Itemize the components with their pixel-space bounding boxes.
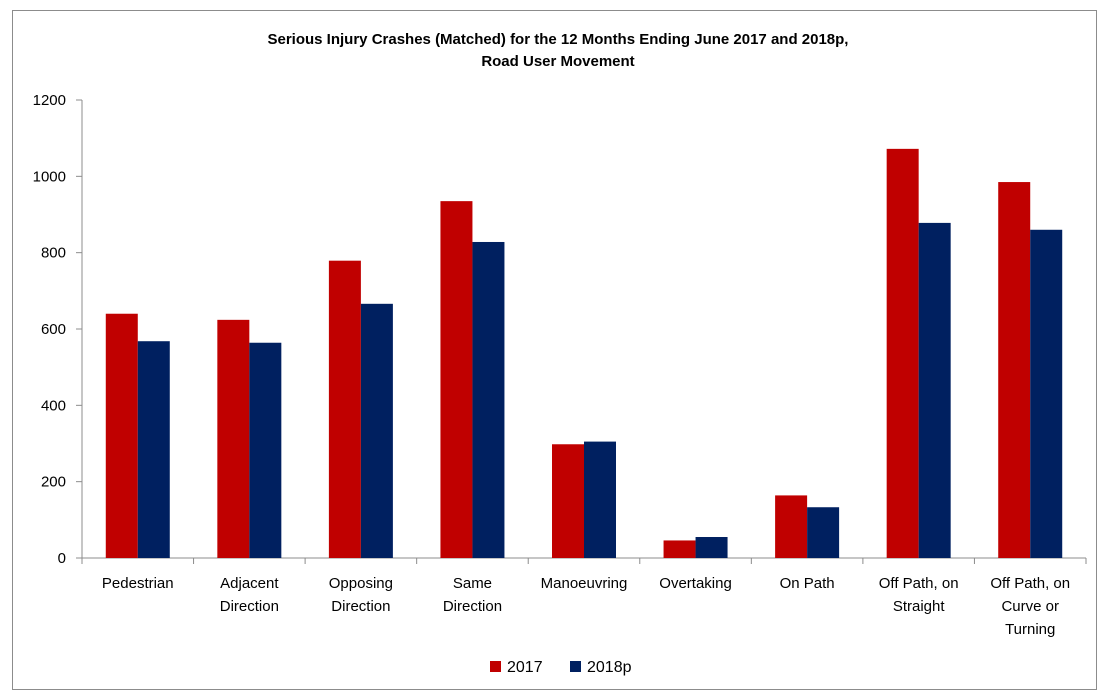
category-label: Direction xyxy=(443,598,502,615)
category-label: Turning xyxy=(1005,621,1055,638)
category-label: Adjacent xyxy=(220,575,279,592)
category-label: Manoeuvring xyxy=(541,575,628,592)
chart-title: Serious Injury Crashes (Matched) for the… xyxy=(268,31,849,70)
y-tick-label: 800 xyxy=(41,245,66,262)
category-label: Curve or xyxy=(1001,598,1059,615)
bar-2018p-1 xyxy=(249,342,282,558)
bar-2017-1 xyxy=(217,319,250,558)
y-tick-label: 0 xyxy=(58,550,66,567)
bar-2018p-5 xyxy=(695,537,728,558)
category-label: On Path xyxy=(780,575,835,592)
category-labels: Pedestrian Adjacent Direction Opposing Direc… xyxy=(102,575,1070,638)
bar-2018p-4 xyxy=(584,441,616,558)
chart-title-line: Road User Movement xyxy=(481,53,634,70)
bar-2018p-6 xyxy=(807,507,840,558)
bar-2018p-0 xyxy=(137,341,170,558)
bar-2017-2 xyxy=(328,260,361,558)
chart-bars xyxy=(105,148,1063,559)
category-label: Overtaking xyxy=(659,575,732,592)
bar-2018p-7 xyxy=(918,222,951,558)
bar-2018p-3 xyxy=(472,241,505,559)
category-label: Straight xyxy=(893,598,946,615)
category-label: Direction xyxy=(331,598,390,615)
chart-title-line: Serious Injury Crashes (Matched) for the… xyxy=(268,31,849,48)
category-label: Off Path, on xyxy=(879,575,959,592)
bar-2017-6 xyxy=(775,495,808,558)
category-label: Opposing xyxy=(329,575,393,592)
chart-legend: 2017 2018p xyxy=(490,659,632,676)
bar-2017-0 xyxy=(105,313,138,558)
bar-2017-7 xyxy=(886,148,919,558)
legend-label: 2018p xyxy=(587,659,632,676)
category-label: Same xyxy=(453,575,492,592)
bar-2018p-2 xyxy=(360,303,393,558)
y-tick-label: 200 xyxy=(41,474,66,491)
legend-swatch xyxy=(490,661,501,672)
category-label: Direction xyxy=(220,598,279,615)
category-label: Off Path, on xyxy=(990,575,1070,592)
bar-2018p-8 xyxy=(1030,229,1063,558)
bar-2017-4 xyxy=(552,444,584,558)
bar-2017-8 xyxy=(998,182,1031,558)
bar-2017-3 xyxy=(440,201,473,558)
y-tick-label: 1000 xyxy=(33,168,66,185)
category-label: Pedestrian xyxy=(102,575,174,592)
bar-2017-5 xyxy=(663,540,696,558)
y-tick-label: 1200 xyxy=(33,92,66,109)
legend-swatch xyxy=(570,661,581,672)
legend-label: 2017 xyxy=(507,659,543,676)
y-tick-label: 400 xyxy=(41,397,66,414)
y-tick-label: 600 xyxy=(41,321,66,338)
